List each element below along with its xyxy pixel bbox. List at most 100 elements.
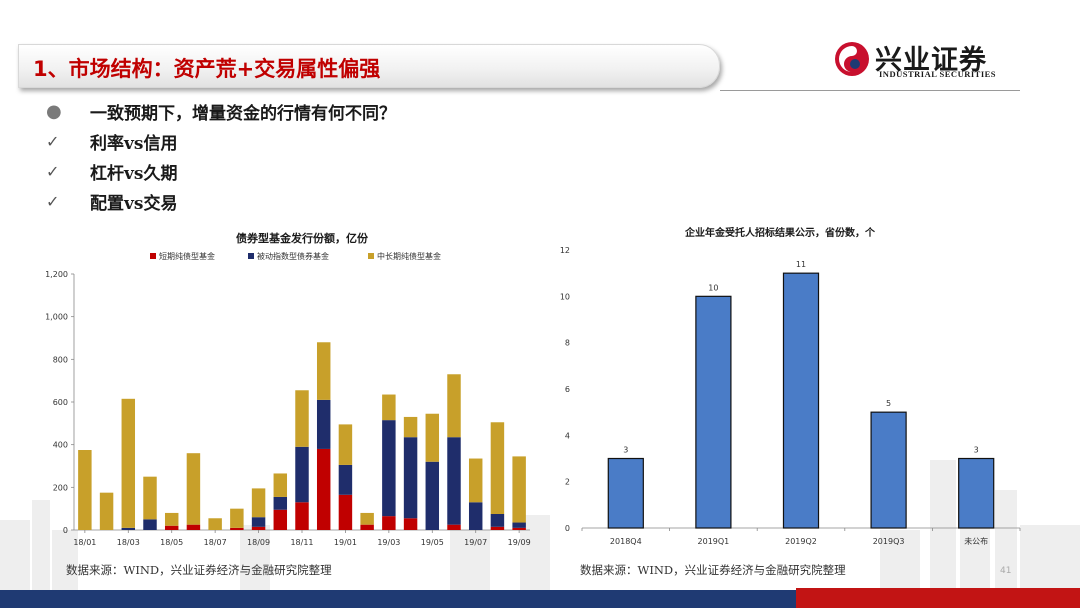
logo-english-name: INDUSTRIAL SECURITIES (879, 69, 997, 79)
bar-segment (512, 456, 526, 523)
bar-segment (99, 492, 114, 530)
logo-mark-icon (835, 42, 869, 76)
bar-segment (143, 519, 157, 530)
bar-segment (121, 398, 136, 528)
bar-segment (186, 453, 201, 525)
bar-segment (447, 374, 461, 438)
legend-swatch (150, 253, 156, 259)
bullet-item: ✓ 配置vs交易 (46, 186, 396, 216)
bar-segment (490, 514, 505, 527)
y-tick-label: 6 (565, 385, 570, 394)
x-tick-label: 未公布 (964, 536, 988, 546)
logo-chinese-name: 兴业证券 (875, 45, 987, 76)
title-banner: 1、市场结构：资产荒+交易属性偏强 (18, 44, 720, 88)
bar (607, 457, 644, 529)
bullet-list: ● 一致预期下，增量资金的行情有何不同？ ✓ 利率vs信用 ✓ 杠杆vs久期 ✓ 配置v… (46, 96, 396, 216)
x-tick-label: 2019Q3 (873, 537, 905, 546)
x-tick-label: 19/07 (464, 538, 487, 547)
bar-segment (143, 476, 157, 520)
bar-segment (164, 512, 179, 526)
bar-segment (251, 526, 266, 530)
x-tick-label: 18/11 (290, 538, 313, 547)
bar-segment (208, 518, 222, 530)
y-tick-label: 0 (63, 526, 68, 535)
bar-segment (512, 527, 526, 530)
bar-segment (316, 448, 331, 530)
bar-segment (230, 508, 244, 528)
bar-segment (425, 413, 440, 462)
checkmark-icon: ✓ (46, 131, 60, 151)
bar-segment (338, 494, 353, 530)
bar-segment (230, 527, 244, 530)
bar-segment (490, 422, 505, 514)
bullet-text: 配置vs交易 (90, 193, 178, 214)
y-tick-label: 10 (560, 292, 570, 301)
checkmark-icon: ✓ (46, 161, 60, 181)
bullet-text: 利率vs信用 (90, 133, 178, 154)
bar-segment (273, 473, 288, 497)
x-tick-label: 19/09 (508, 538, 531, 547)
y-tick-label: 1,000 (45, 313, 68, 322)
legend-label: 被动指数型债券基金 (257, 251, 329, 261)
bar (695, 295, 732, 529)
legend-label: 中长期纯债型基金 (377, 251, 441, 261)
x-tick-label: 18/03 (117, 538, 140, 547)
bar (958, 457, 995, 529)
bullet-item: ✓ 杠杆vs久期 (46, 156, 396, 186)
enterprise-annuity-chart: 企业年金受托人招标结果公示，省份数，个 0 2 4 6 8 10 12 3 2018Q4 10 201… (560, 226, 1021, 546)
bar-segment (382, 420, 396, 517)
bar (870, 411, 907, 529)
data-label: 3 (974, 446, 979, 455)
bar-segment (273, 496, 288, 510)
legend-swatch (248, 253, 254, 259)
bar-segment (186, 524, 201, 530)
footer-bar-blue (0, 590, 796, 608)
bar-segment (468, 458, 483, 503)
x-tick-label: 18/07 (204, 538, 227, 547)
legend-swatch (368, 253, 374, 259)
bar-segment (447, 437, 461, 525)
chart-title: 企业年金受托人招标结果公示，省份数，个 (684, 226, 876, 239)
legend-label: 短期纯债型基金 (159, 251, 215, 261)
bar-segment (295, 502, 309, 530)
bar-segment (447, 524, 461, 530)
bullet-dot-icon: ● (46, 100, 62, 122)
bar-segment (295, 390, 309, 447)
bullet-item: ✓ 利率vs信用 (46, 126, 396, 156)
bullet-item: ● 一致预期下，增量资金的行情有何不同？ (46, 96, 396, 126)
x-tick-label: 2019Q1 (698, 537, 730, 546)
data-source-left: 数据来源：WIND，兴业证券经济与金融研究院整理 (66, 563, 332, 577)
bar-segment (403, 437, 418, 519)
footer-bar-red (796, 588, 1080, 608)
bar-segment (360, 512, 374, 525)
y-tick-label: 8 (565, 339, 570, 348)
page-number: 41 (1000, 566, 1012, 576)
bar-segment (78, 450, 92, 530)
data-source-right: 数据来源：WIND，兴业证券经济与金融研究院整理 (580, 563, 846, 577)
x-tick-label: 18/05 (160, 538, 183, 547)
bar-segment (382, 516, 396, 530)
bar-segment (338, 464, 353, 495)
bar-segment (403, 416, 418, 438)
y-tick-label: 200 (53, 483, 68, 492)
x-tick-label: 18/01 (73, 538, 96, 547)
checkmark-icon: ✓ (46, 191, 60, 211)
bar-segment (316, 342, 331, 400)
bar-segment (382, 394, 396, 421)
bar-segment (121, 527, 136, 530)
y-tick-label: 4 (565, 431, 570, 440)
bar-segment (468, 502, 483, 530)
y-tick-label: 2 (565, 478, 570, 487)
x-tick-label: 18/09 (247, 538, 270, 547)
x-tick-label: 2019Q2 (785, 537, 817, 546)
bullet-text: 一致预期下，增量资金的行情有何不同？ (90, 103, 396, 124)
y-tick-label: 600 (53, 398, 68, 407)
y-tick-label: 12 (560, 246, 570, 255)
bar-segment (360, 524, 374, 530)
y-tick-label: 0 (565, 524, 570, 533)
bar-segment (425, 461, 440, 530)
x-tick-label: 2018Q4 (610, 537, 642, 546)
bar-segment (338, 424, 353, 465)
chart-title: 债券型基金发行份额，亿份 (236, 231, 369, 245)
data-label: 10 (708, 283, 718, 292)
